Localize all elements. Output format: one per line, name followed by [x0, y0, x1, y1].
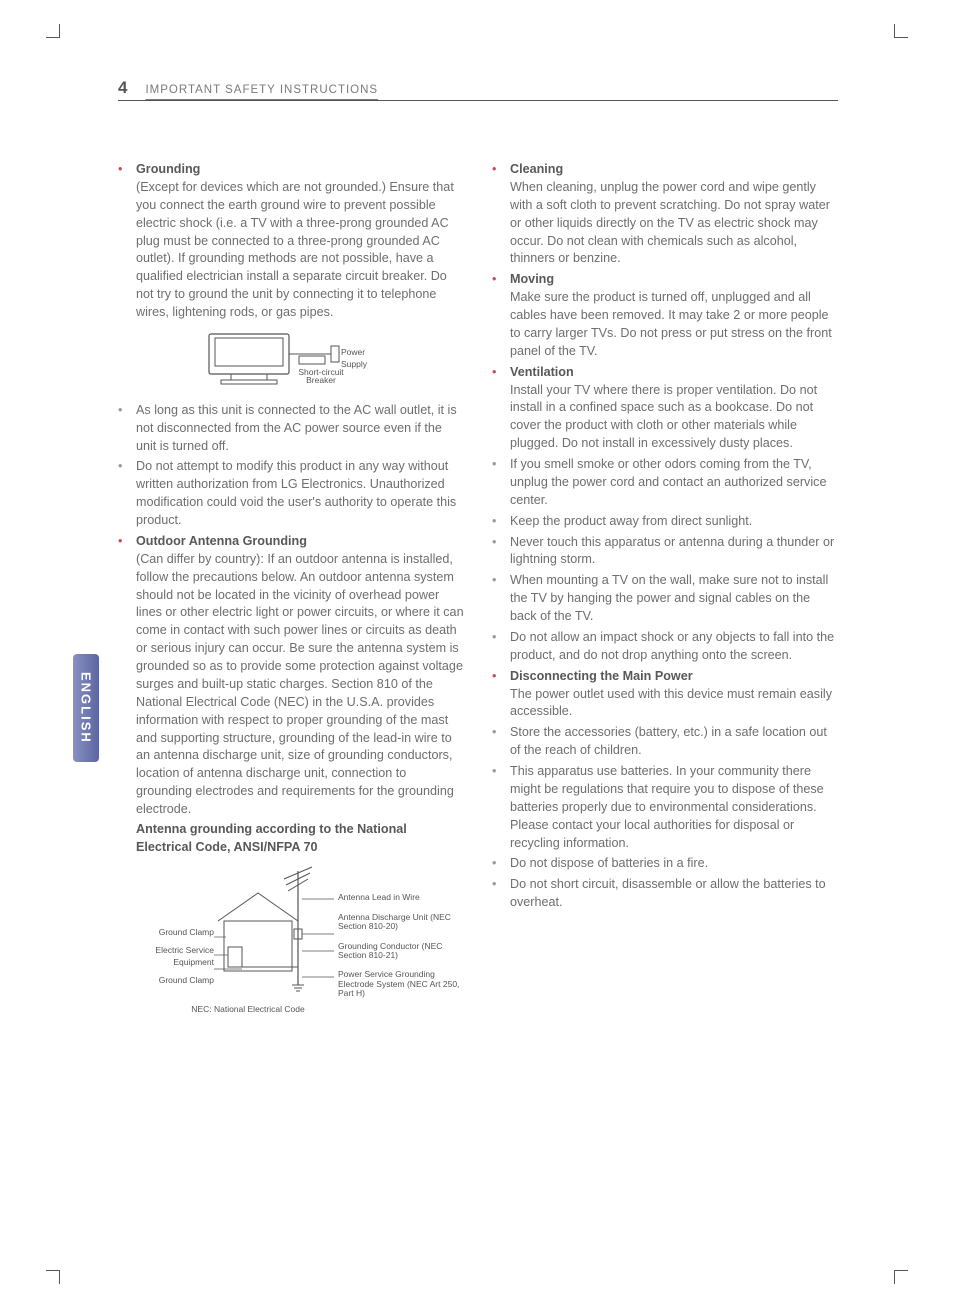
- item-text: Do not allow an impact shock or any obje…: [510, 629, 838, 665]
- bullet-item: • Outdoor Antenna Grounding (Can differ …: [118, 533, 464, 857]
- bullet-icon: •: [492, 161, 510, 268]
- item-text: When cleaning, unplug the power cord and…: [510, 180, 830, 266]
- bullet-item: • Do not allow an impact shock or any ob…: [492, 629, 838, 665]
- bullet-icon: •: [118, 161, 136, 322]
- item-title: Cleaning: [510, 162, 563, 176]
- right-column: • Cleaning When cleaning, unplug the pow…: [492, 161, 838, 1025]
- page-number: 4: [118, 78, 127, 98]
- header-title: IMPORTANT SAFETY INSTRUCTIONS: [145, 84, 378, 96]
- fig2-label-right: Grounding Conductor (NEC Section 810-21): [338, 942, 464, 961]
- crop-mark: [894, 1270, 908, 1284]
- item-text: Keep the product away from direct sunlig…: [510, 513, 838, 531]
- bullet-item: • Do not attempt to modify this product …: [118, 458, 464, 530]
- page: 4 IMPORTANT SAFETY INSTRUCTIONS • Ground…: [118, 78, 838, 1025]
- bullet-item: • Disconnecting the Main Power The power…: [492, 668, 838, 722]
- crop-mark: [46, 24, 60, 38]
- item-text: As long as this unit is connected to the…: [136, 402, 464, 456]
- item-text: Never touch this apparatus or antenna du…: [510, 534, 838, 570]
- item-body: Moving Make sure the product is turned o…: [510, 271, 838, 360]
- crop-mark: [894, 24, 908, 38]
- item-title: Ventilation: [510, 365, 574, 379]
- item-text: Make sure the product is turned off, unp…: [510, 290, 832, 358]
- bullet-icon: •: [118, 458, 136, 530]
- language-tab-label: ENGLISH: [79, 672, 94, 744]
- item-title: Outdoor Antenna Grounding: [136, 534, 307, 548]
- bullet-item: • Keep the product away from direct sunl…: [492, 513, 838, 531]
- figure-power-supply: Power Supply Short-circuit Breaker: [191, 328, 391, 394]
- bullet-icon: •: [118, 533, 136, 857]
- fig2-label-right: Power Service Grounding Electrode System…: [338, 970, 464, 998]
- bullet-item: • As long as this unit is connected to t…: [118, 402, 464, 456]
- bullet-icon: •: [118, 402, 136, 456]
- item-body: Disconnecting the Main Power The power o…: [510, 668, 838, 722]
- bullet-icon: •: [492, 456, 510, 510]
- bullet-icon: •: [492, 513, 510, 531]
- item-text: Do not short circuit, disassemble or all…: [510, 876, 838, 912]
- crop-mark: [46, 1270, 60, 1284]
- item-text: If you smell smoke or other odors coming…: [510, 456, 838, 510]
- item-body: Ventilation Install your TV where there …: [510, 364, 838, 453]
- item-title: Grounding: [136, 162, 200, 176]
- bullet-item: • If you smell smoke or other odors comi…: [492, 456, 838, 510]
- bullet-item: • When mounting a TV on the wall, make s…: [492, 572, 838, 626]
- item-body: Outdoor Antenna Grounding (Can differ by…: [136, 533, 464, 857]
- left-column: • Grounding (Except for devices which ar…: [118, 161, 464, 1025]
- bullet-icon: •: [492, 364, 510, 453]
- bullet-icon: •: [492, 534, 510, 570]
- item-text: This apparatus use batteries. In your co…: [510, 763, 838, 852]
- item-body: Cleaning When cleaning, unplug the power…: [510, 161, 838, 268]
- figure-antenna-grounding: Ground Clamp Electric Service Equipment …: [118, 865, 464, 1015]
- content-columns: • Grounding (Except for devices which ar…: [118, 161, 838, 1025]
- bullet-item: • Moving Make sure the product is turned…: [492, 271, 838, 360]
- item-text: (Can differ by country): If an outdoor a…: [136, 552, 464, 816]
- page-header: 4 IMPORTANT SAFETY INSTRUCTIONS: [118, 78, 838, 101]
- fig2-caption: NEC: National Electrical Code: [158, 1003, 338, 1015]
- item-title: Disconnecting the Main Power: [510, 669, 693, 683]
- bullet-item: • Grounding (Except for devices which ar…: [118, 161, 464, 322]
- item-text: Do not attempt to modify this product in…: [136, 458, 464, 530]
- item-text: (Except for devices which are not ground…: [136, 180, 454, 319]
- bullet-icon: •: [492, 724, 510, 760]
- fig2-label-left: Ground Clamp: [118, 926, 214, 938]
- bullet-item: • Do not dispose of batteries in a fire.: [492, 855, 838, 873]
- bullet-icon: •: [492, 763, 510, 852]
- item-title: Moving: [510, 272, 554, 286]
- bullet-item: • This apparatus use batteries. In your …: [492, 763, 838, 852]
- bullet-item: • Cleaning When cleaning, unplug the pow…: [492, 161, 838, 268]
- fig2-label-right: Antenna Discharge Unit (NEC Section 810-…: [338, 913, 464, 932]
- language-tab: ENGLISH: [73, 654, 99, 762]
- fig2-label-left: Ground Clamp: [118, 974, 214, 986]
- bullet-icon: •: [492, 271, 510, 360]
- bullet-item: • Ventilation Install your TV where ther…: [492, 364, 838, 453]
- bold-line: Antenna grounding according to the Natio…: [136, 821, 464, 857]
- fig1-label-bottom: Short-circuit Breaker: [291, 368, 351, 385]
- item-text: The power outlet used with this device m…: [510, 687, 832, 719]
- bullet-item: • Do not short circuit, disassemble or a…: [492, 876, 838, 912]
- bullet-icon: •: [492, 572, 510, 626]
- bullet-icon: •: [492, 629, 510, 665]
- item-text: Do not dispose of batteries in a fire.: [510, 855, 838, 873]
- item-text: Store the accessories (battery, etc.) in…: [510, 724, 838, 760]
- bullet-icon: •: [492, 668, 510, 722]
- bullet-item: • Never touch this apparatus or antenna …: [492, 534, 838, 570]
- bullet-icon: •: [492, 876, 510, 912]
- item-body: Grounding (Except for devices which are …: [136, 161, 464, 322]
- fig2-label-right: Antenna Lead in Wire: [338, 891, 464, 903]
- item-text: Install your TV where there is proper ve…: [510, 383, 817, 451]
- fig1-label-right: Power Supply: [341, 346, 391, 370]
- bullet-item: • Store the accessories (battery, etc.) …: [492, 724, 838, 760]
- bullet-icon: •: [492, 855, 510, 873]
- item-text: When mounting a TV on the wall, make sur…: [510, 572, 838, 626]
- fig2-label-left: Electric Service Equipment: [118, 944, 214, 968]
